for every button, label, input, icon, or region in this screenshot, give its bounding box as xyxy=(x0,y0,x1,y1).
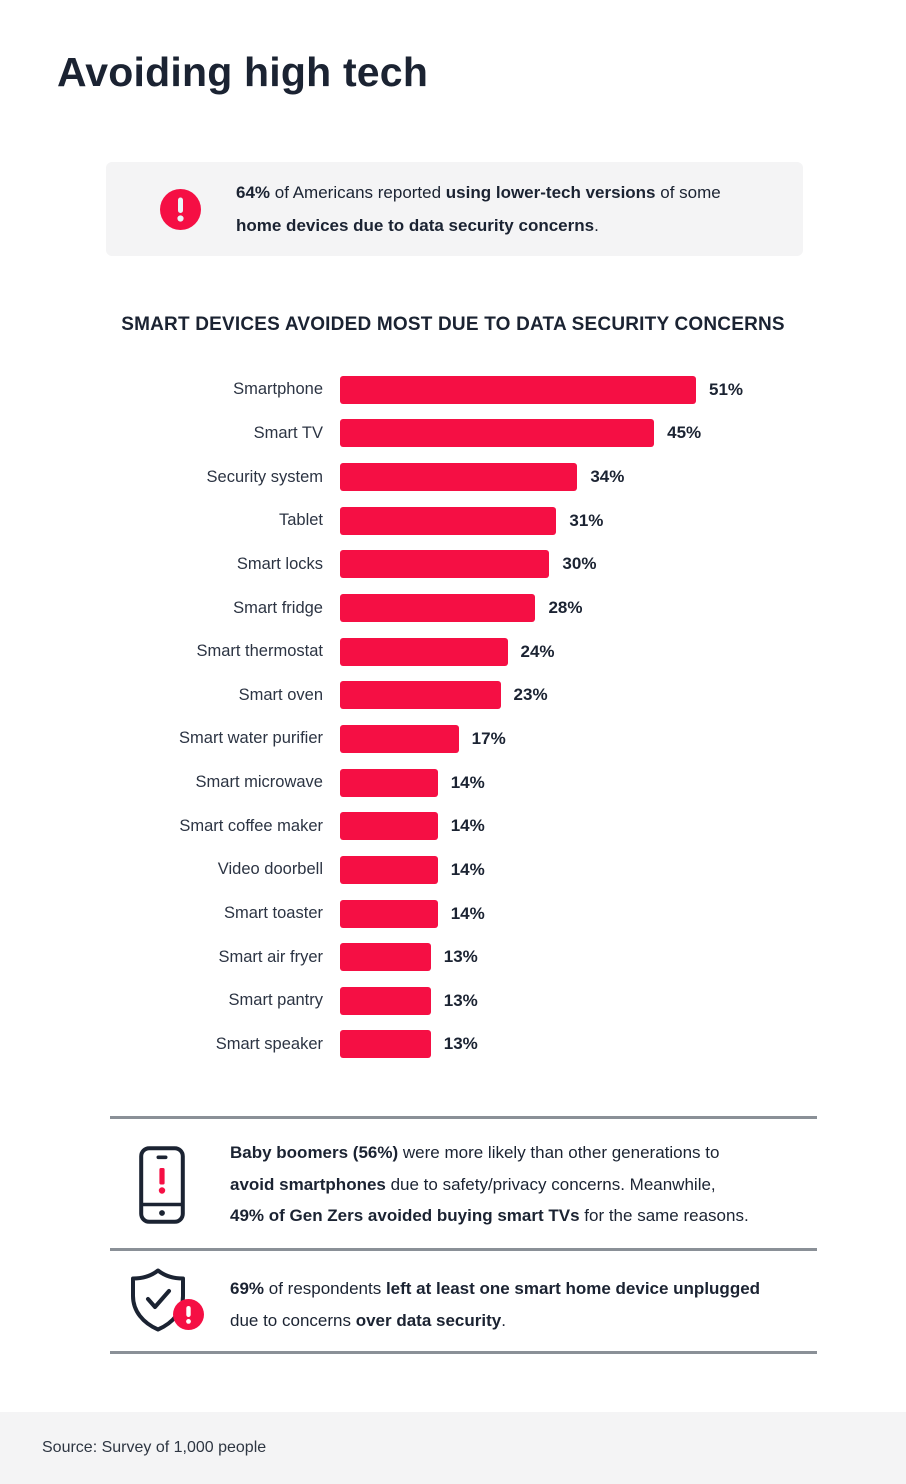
text-line: 64% of Americans reported using lower-te… xyxy=(236,183,721,202)
text-line: Baby boomers (56%) were more likely than… xyxy=(230,1143,720,1162)
chart-row: Security system 34% xyxy=(0,455,906,499)
divider xyxy=(110,1351,817,1354)
chart-row: Smart toaster 14% xyxy=(0,892,906,936)
shield-check-alert-icon xyxy=(131,1268,204,1332)
bar-label: Smartphone xyxy=(233,380,323,399)
bar-label: Security system xyxy=(206,467,323,486)
bar-value: 13% xyxy=(443,1034,478,1054)
bar-label: Smart fridge xyxy=(233,598,323,617)
bar-label: Smart thermostat xyxy=(196,642,323,661)
bar-label: Smart pantry xyxy=(228,991,323,1010)
bar xyxy=(340,986,431,1015)
text-line: avoid smartphones due to safety/privacy … xyxy=(230,1174,716,1194)
bar-label: Smart TV xyxy=(253,423,323,442)
top-stat-text: 64% of Americans reported using lower-te… xyxy=(236,176,721,242)
bar-label: Video doorbell xyxy=(217,860,323,879)
bar-value: 24% xyxy=(520,641,555,661)
chart-row: Smart TV 45% xyxy=(0,412,906,456)
chart-row: Smartphone 51% xyxy=(0,368,906,412)
chart-row: Smart coffee maker 14% xyxy=(0,804,906,848)
bar xyxy=(340,550,550,579)
footer: Source: Survey of 1,000 people xyxy=(0,1412,906,1484)
bar-chart: Smartphone 51% Smart TV 45% Security system 3… xyxy=(0,368,906,1066)
chart-row: Smart water purifier 17% xyxy=(0,717,906,761)
bar-value: 13% xyxy=(443,990,478,1010)
bar xyxy=(340,1030,431,1059)
source-text: Source: Survey of 1,000 people xyxy=(42,1439,267,1456)
bar xyxy=(340,768,438,797)
insight-text-unplugged: 69% of respondents left at least one sma… xyxy=(230,1273,760,1337)
text-line: 49% of Gen Zers avoided buying smart TVs… xyxy=(230,1206,749,1225)
bar-label: Smart toaster xyxy=(223,904,323,922)
bar xyxy=(340,812,438,841)
bar-value: 51% xyxy=(709,379,744,399)
bar xyxy=(340,681,501,710)
text-line: 69% of respondents left at least one sma… xyxy=(230,1279,761,1298)
smartphone-alert-icon xyxy=(139,1146,185,1224)
bar xyxy=(340,375,696,404)
bar-label: Smart speaker xyxy=(215,1034,323,1053)
bar-value: 14% xyxy=(450,816,485,836)
divider xyxy=(110,1248,817,1251)
bar xyxy=(340,419,655,448)
bar-value: 17% xyxy=(471,728,506,748)
bar-label: Smart air fryer xyxy=(218,947,323,966)
bar-label: Smart coffee maker xyxy=(179,816,323,835)
top-stat-callout: 64% of Americans reported using lower-te… xyxy=(106,162,803,256)
bar-value: 14% xyxy=(450,772,485,792)
bar xyxy=(340,855,438,884)
bar xyxy=(340,506,557,535)
bar-label: Smart microwave xyxy=(195,773,323,792)
page-title: Avoiding high tech xyxy=(57,49,429,95)
bar-value: 45% xyxy=(667,423,702,443)
bar-label: Smart locks xyxy=(236,554,323,573)
bar-label: Smart oven xyxy=(238,685,323,704)
divider xyxy=(110,1116,817,1119)
bar-value: 34% xyxy=(590,467,625,487)
chart-row: Smart fridge 28% xyxy=(0,586,906,630)
bar-value: 31% xyxy=(569,510,604,530)
bar-label: Smart water purifier xyxy=(179,729,323,748)
bar xyxy=(340,899,438,928)
chart-title: SMART DEVICES AVOIDED MOST DUE TO DATA S… xyxy=(121,314,785,335)
bar xyxy=(340,943,431,972)
bar-label: Tablet xyxy=(278,511,323,530)
chart-row: Tablet 31% xyxy=(0,499,906,543)
text-line: due to concerns over data security. xyxy=(230,1311,506,1330)
bar-value: 28% xyxy=(548,598,583,618)
chart-row: Video doorbell 14% xyxy=(0,848,906,892)
bar-value: 13% xyxy=(443,947,478,967)
chart-row: Smart microwave 14% xyxy=(0,761,906,805)
bar-value: 30% xyxy=(562,554,597,574)
bar xyxy=(340,637,508,666)
chart-row: Smart oven 23% xyxy=(0,673,906,717)
insight-text-generations: Baby boomers (56%) were more likely than… xyxy=(230,1137,749,1232)
bar-value: 14% xyxy=(450,859,485,879)
bar xyxy=(340,724,459,753)
chart-row: Smart locks 30% xyxy=(0,543,906,587)
chart-row: Smart air fryer 13% xyxy=(0,935,906,979)
bar xyxy=(340,463,578,492)
chart-row: Smart pantry 13% xyxy=(0,979,906,1023)
bar-value: 14% xyxy=(450,903,485,923)
alert-circle-icon xyxy=(160,188,201,230)
bar-value: 23% xyxy=(513,685,548,705)
bar xyxy=(340,594,536,623)
chart-row: Smart thermostat 24% xyxy=(0,630,906,674)
chart-row: Smart speaker 13% xyxy=(0,1023,906,1067)
text-line: home devices due to data security concer… xyxy=(236,216,599,235)
